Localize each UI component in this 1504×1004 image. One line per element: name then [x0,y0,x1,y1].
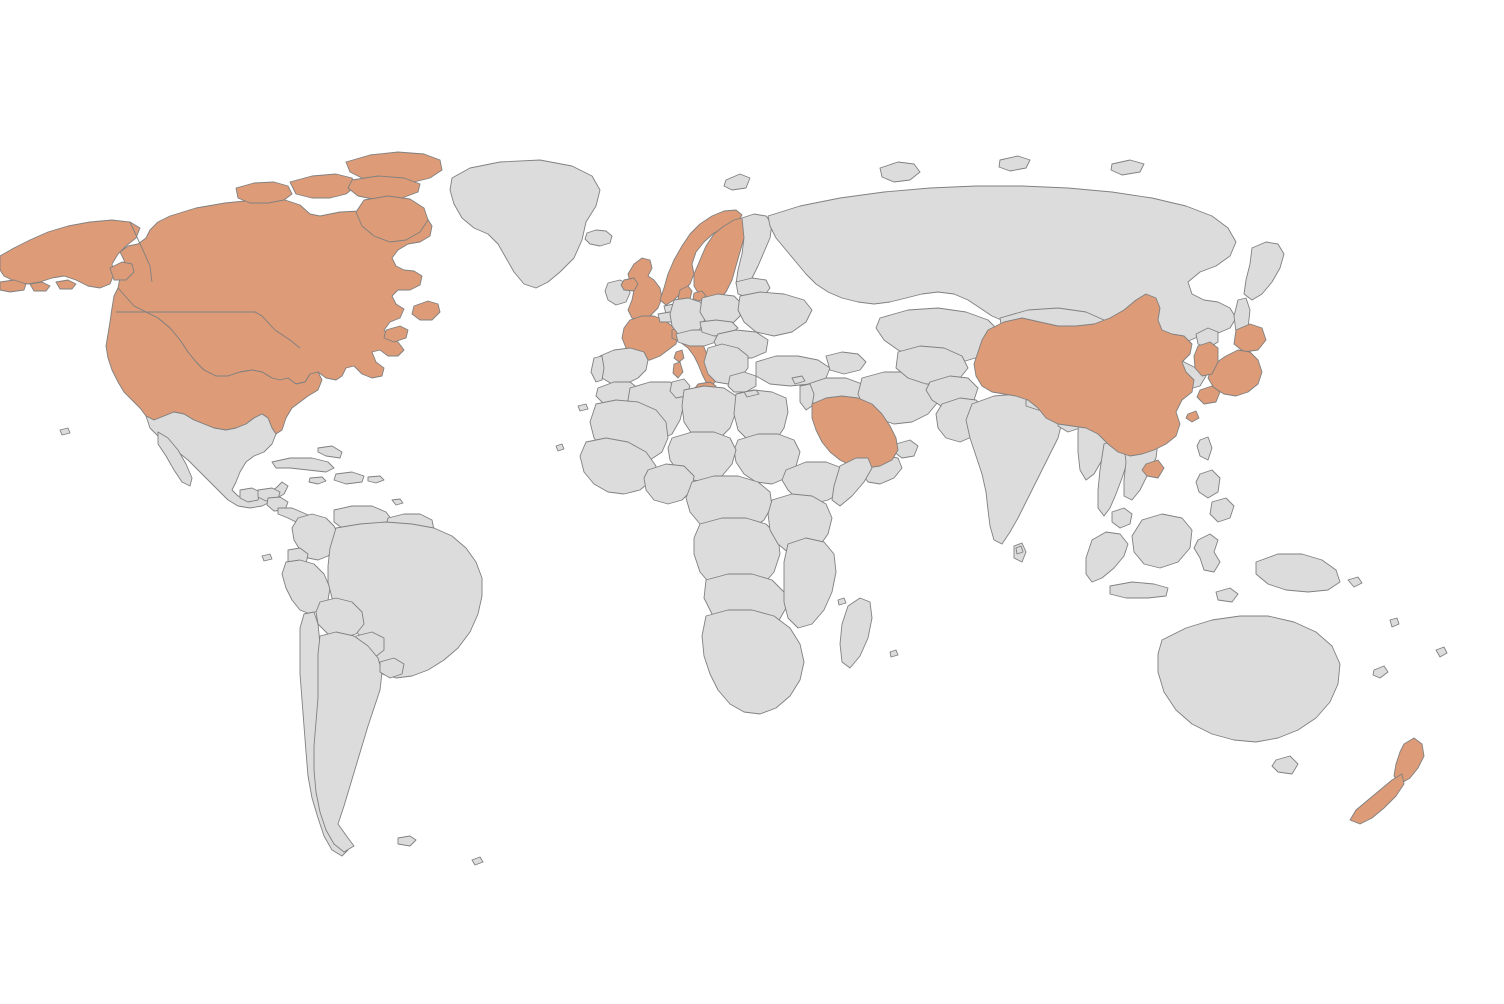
country-russia-kamchatka[interactable] [1244,242,1284,300]
country-russia-arctic-islands[interactable] [1111,160,1144,175]
island-fiji[interactable] [1436,647,1447,657]
country-indonesia-java[interactable] [1110,582,1168,598]
country-italy-sardinia[interactable] [673,362,683,378]
country-indonesia-sulawesi[interactable] [1194,534,1220,572]
country-russia-severnaya[interactable] [999,156,1030,171]
country-hispaniola[interactable] [334,472,364,484]
country-trinidad[interactable] [392,499,403,505]
country-poland[interactable] [700,294,742,326]
country-philippines-luzon[interactable] [1196,470,1220,498]
island-solomon[interactable] [1348,577,1362,587]
island-comoros[interactable] [838,598,846,605]
country-malaysia-peninsula[interactable] [1112,508,1132,528]
landmasses [0,152,1447,865]
island-mauritius[interactable] [890,650,898,657]
country-tanzania-mozambique[interactable] [784,538,836,628]
island-new-caledonia[interactable] [1373,666,1388,678]
country-usa-panhandle[interactable] [110,262,134,280]
country-canada-nova-scotia[interactable] [384,326,408,342]
country-greece[interactable] [728,372,756,392]
usa-canada-49th-parallel [116,312,300,348]
country-china-hainan[interactable] [1142,460,1164,478]
country-mexico[interactable] [146,412,288,508]
usa-canada-alaska-border [130,222,152,282]
country-canada-arctic-devon[interactable] [348,176,420,200]
country-taiwan[interactable] [1197,437,1212,460]
country-libya[interactable] [682,386,736,440]
country-japan-shikoku-kyushu[interactable] [1197,386,1220,404]
country-belarus-ukraine[interactable] [738,292,812,336]
country-usa-aleutians-b[interactable] [30,282,50,291]
country-colombia[interactable] [292,514,340,560]
country-japan-ryukyu[interactable] [1186,411,1199,422]
island-svalbard[interactable] [724,174,750,190]
country-uk-northern-ireland[interactable] [621,278,638,291]
country-china[interactable] [974,294,1194,456]
country-canada-arctic-banks[interactable] [236,182,292,203]
country-new-zealand-south-island[interactable] [1350,774,1404,824]
island-sri-lanka-dot[interactable] [1016,546,1023,554]
country-usa-aleutians-a[interactable] [0,280,26,292]
country-indonesia-borneo[interactable] [1132,514,1192,568]
country-west-africa[interactable] [580,438,656,494]
country-bolivia[interactable] [316,598,364,638]
country-japan-hokkaido[interactable] [1234,324,1266,352]
country-finland[interactable] [736,214,772,286]
island-galapagos[interactable] [262,554,272,561]
country-canada-arctic-baffin[interactable] [356,196,428,242]
country-greenland[interactable] [450,160,600,288]
country-papua-new-guinea[interactable] [1256,554,1340,592]
country-tasmania[interactable] [1272,756,1298,774]
country-indonesia-sumatra[interactable] [1086,532,1128,582]
country-nigeria[interactable] [644,464,694,504]
country-iceland[interactable] [585,230,612,246]
country-usa-aleutians-c[interactable] [56,280,76,289]
country-south-korea[interactable] [1194,342,1218,376]
island-south-georgia[interactable] [472,857,483,865]
country-france-corsica[interactable] [674,350,684,362]
country-egypt[interactable] [734,390,788,444]
country-jamaica[interactable] [309,477,326,484]
country-bahamas[interactable] [318,446,342,458]
country-southern-africa[interactable] [702,610,804,714]
country-new-zealand-north-island[interactable] [1394,738,1424,784]
island-cape-verde[interactable] [556,444,564,451]
island-hawaii[interactable] [60,428,70,435]
country-north-korea[interactable] [1196,328,1218,348]
country-somalia[interactable] [832,458,872,506]
country-caucasus[interactable] [826,352,866,374]
country-falklands[interactable] [398,836,416,846]
country-cuba[interactable] [272,458,334,472]
country-australia[interactable] [1158,616,1340,742]
country-mexico-baja[interactable] [158,432,192,486]
country-puerto-rico[interactable] [368,476,384,483]
country-timor[interactable] [1216,588,1238,602]
island-vanuatu[interactable] [1390,618,1399,627]
country-guatemala[interactable] [240,488,260,502]
country-portugal[interactable] [591,356,604,382]
country-uruguay[interactable] [380,658,404,678]
country-saudi-arabia[interactable] [812,396,898,468]
island-cyprus[interactable] [792,376,805,384]
country-usa-lower48[interactable] [106,288,322,434]
island-crete[interactable] [744,390,759,397]
country-madagascar[interactable] [840,598,872,668]
country-canada-arctic-newfoundland[interactable] [412,301,440,320]
country-philippines-mindanao[interactable] [1210,498,1234,522]
country-russia-novaya-zemlya[interactable] [880,162,920,182]
island-canary[interactable] [578,404,588,411]
